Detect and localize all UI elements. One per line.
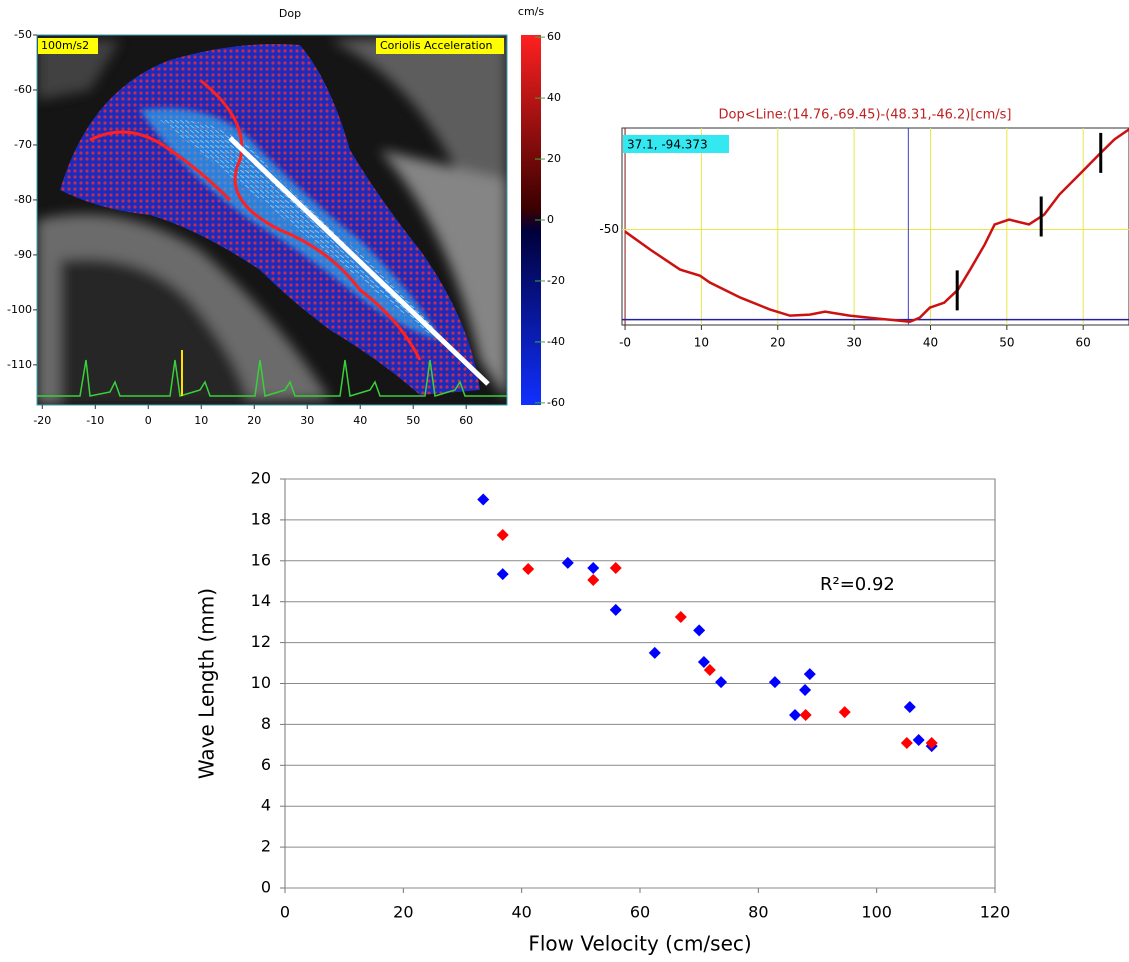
ultrasound-image	[37, 35, 507, 405]
y-tick-label: -80	[14, 193, 32, 206]
x-tick-label: -20	[33, 414, 51, 427]
data-point	[609, 561, 622, 574]
data-point	[674, 611, 687, 624]
x-tick-label: 0	[145, 414, 152, 427]
x-tick-label: 40	[923, 336, 938, 350]
x-tick-label: 10	[694, 336, 709, 350]
data-point	[903, 701, 916, 714]
y-tick-label: 16	[251, 550, 271, 569]
colorbar	[521, 35, 541, 405]
colorbar-tick-label: 20	[547, 152, 561, 165]
data-point	[789, 708, 802, 721]
label-box	[376, 38, 504, 54]
data-point	[900, 737, 913, 750]
y-tick-label: -60	[14, 83, 32, 96]
x-tick-label: 40	[353, 414, 367, 427]
y-tick-label: 6	[261, 755, 271, 774]
x-tick-label: 50	[999, 336, 1014, 350]
y-tick-label: 4	[261, 796, 271, 815]
data-point	[693, 624, 706, 637]
x-tick-label: 60	[630, 903, 650, 922]
y-tick-label: 2	[261, 837, 271, 856]
chart-title: Dop<Line:(14.76,-69.45)-(48.31,-46.2)[cm…	[719, 108, 1012, 123]
colorbar-tick-label: -20	[547, 274, 565, 287]
data-point	[587, 574, 600, 587]
x-tick-label: 30	[846, 336, 861, 350]
data-point	[587, 561, 600, 574]
x-tick-label: 20	[770, 336, 785, 350]
x-tick-label: 60	[459, 414, 473, 427]
y-tick-label: 18	[251, 509, 271, 528]
plot-frame	[621, 127, 1129, 326]
data-line	[624, 128, 1129, 324]
data-point	[715, 676, 728, 689]
colorbar-tick-label: 0	[547, 213, 554, 226]
y-tick-label: -50	[14, 28, 32, 41]
data-point	[648, 646, 661, 659]
y-tick-label: 10	[251, 673, 271, 692]
annotation: R²=0.92	[820, 574, 895, 595]
x-tick-label: 20	[393, 903, 413, 922]
y-tick-label: 14	[251, 591, 271, 610]
cursor-label: 37.1, -94.373	[627, 138, 708, 152]
data-point	[768, 676, 781, 689]
x-tick-label: 60	[1076, 336, 1091, 350]
data-point	[838, 706, 851, 719]
x-axis-title: Flow Velocity (cm/sec)	[528, 932, 751, 956]
data-point	[496, 568, 509, 581]
data-point	[803, 668, 816, 681]
data-point	[477, 493, 490, 506]
y-tick-label: -90	[14, 248, 32, 261]
data-point	[496, 529, 509, 542]
data-point	[799, 684, 812, 697]
image-label: Coriolis Acceleration	[380, 39, 492, 52]
data-point	[697, 656, 710, 669]
x-tick-label: 40	[511, 903, 531, 922]
data-point	[561, 556, 574, 569]
y-tick-label: -70	[14, 138, 32, 151]
data-point	[912, 733, 925, 746]
image-frame	[36, 34, 508, 406]
data-point	[522, 562, 535, 575]
cursor-label-box	[623, 135, 729, 153]
chart-title: Dop	[279, 7, 301, 20]
colorbar-tick-label: -60	[547, 396, 565, 409]
y-tick-label: 8	[261, 714, 271, 733]
x-tick-label: 0	[280, 903, 290, 922]
y-tick-label: 20	[251, 469, 271, 488]
y-tick-label: 0	[261, 878, 271, 897]
x-tick-label: 10	[194, 414, 208, 427]
y-tick-label: -110	[7, 358, 32, 371]
data-point	[703, 664, 716, 677]
x-tick-label: 20	[247, 414, 261, 427]
x-tick-label: 100	[861, 903, 892, 922]
x-tick-label: 30	[300, 414, 314, 427]
data-point	[925, 737, 938, 750]
colorbar-tick-label: 40	[547, 91, 561, 104]
colorbar-tick-label: 60	[547, 30, 561, 43]
y-tick-label: 12	[251, 632, 271, 651]
x-tick-label: 120	[980, 903, 1011, 922]
image-label: 100m/s2	[41, 39, 89, 52]
data-point	[799, 708, 812, 721]
x-tick-label: -0	[619, 336, 631, 350]
y-tick-label: -50	[599, 222, 619, 236]
x-tick-label: 50	[406, 414, 420, 427]
data-point	[609, 603, 622, 616]
x-tick-label: -10	[86, 414, 104, 427]
label-box	[38, 38, 98, 54]
x-tick-label: 80	[748, 903, 768, 922]
y-axis-title: Wave Length (mm)	[195, 588, 219, 779]
colorbar-tick-label: -40	[547, 335, 565, 348]
y-tick-label: -100	[7, 303, 32, 316]
colorbar-label: cm/s	[518, 5, 544, 18]
